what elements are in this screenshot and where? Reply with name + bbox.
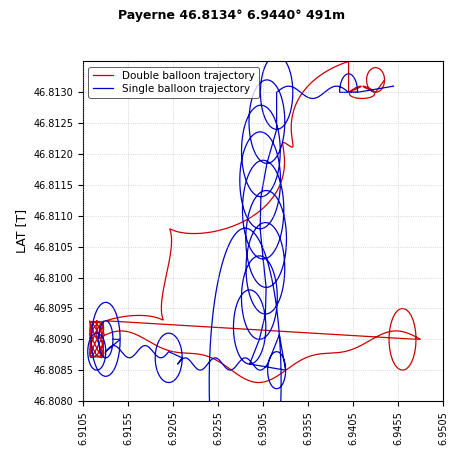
Single balloon trajectory — [391, 83, 396, 89]
Double balloon trajectory — [255, 380, 261, 385]
Double balloon trajectory — [167, 227, 173, 232]
Double balloon trajectory — [281, 140, 287, 145]
Single balloon trajectory — [152, 357, 158, 362]
Legend: Double balloon trajectory, Single balloon trajectory: Double balloon trajectory, Single balloo… — [88, 67, 259, 98]
Single balloon trajectory — [253, 161, 258, 166]
Text: Payerne 46.8134° 6.9440° 491m: Payerne 46.8134° 6.9440° 491m — [118, 9, 345, 22]
Line: Single balloon trajectory: Single balloon trajectory — [88, 55, 394, 461]
Single balloon trajectory — [275, 53, 280, 58]
Single balloon trajectory — [110, 337, 116, 342]
Double balloon trajectory — [382, 77, 388, 83]
Double balloon trajectory — [143, 313, 149, 319]
Double balloon trajectory — [159, 309, 164, 314]
Single balloon trajectory — [103, 355, 108, 361]
Line: Double balloon trajectory: Double balloon trajectory — [89, 61, 420, 383]
Double balloon trajectory — [346, 59, 351, 64]
Double balloon trajectory — [160, 316, 166, 321]
Single balloon trajectory — [270, 163, 275, 169]
Single balloon trajectory — [212, 298, 218, 304]
Double balloon trajectory — [94, 318, 100, 324]
Double balloon trajectory — [265, 200, 271, 206]
Single balloon trajectory — [283, 84, 288, 89]
Y-axis label: LAT [T]: LAT [T] — [15, 209, 28, 253]
